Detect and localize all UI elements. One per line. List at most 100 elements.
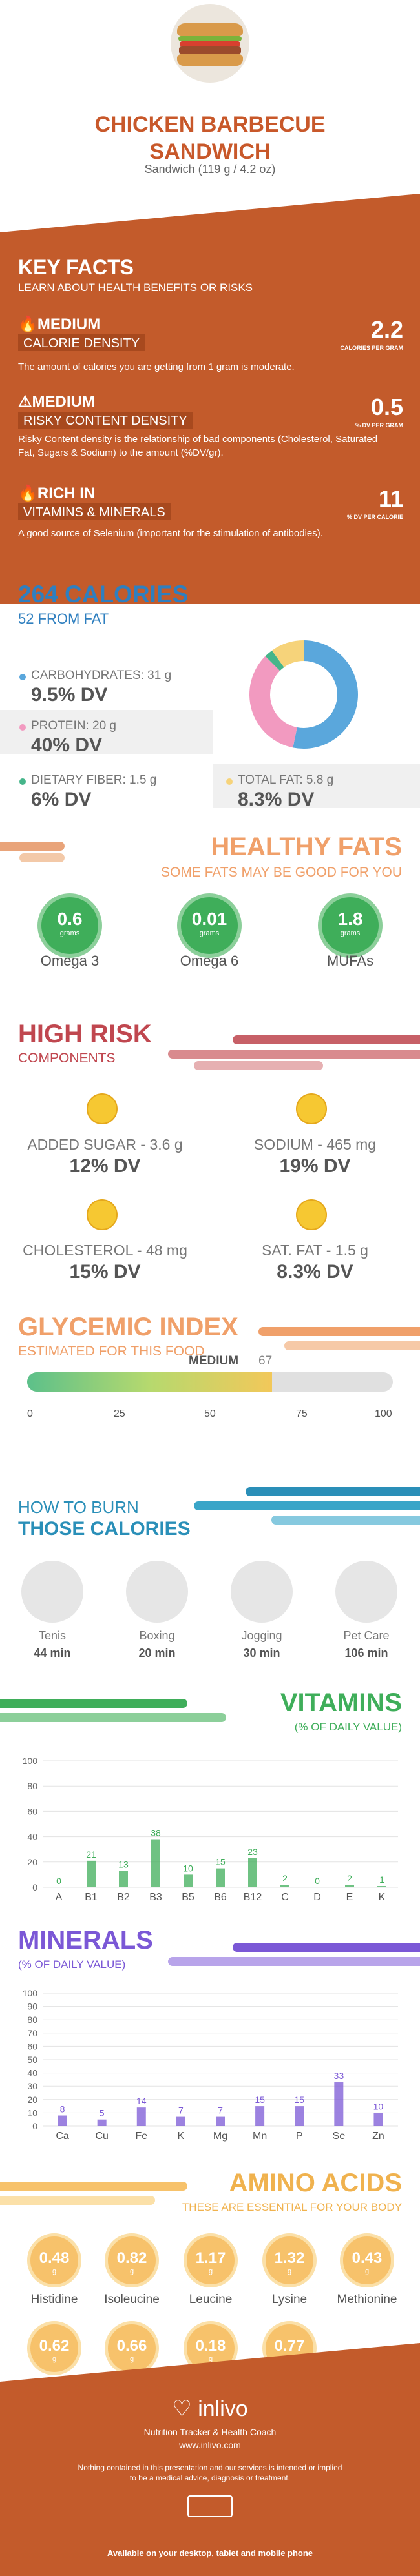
y-tick-label: 30	[27, 2081, 37, 2091]
x-tick-label: Cu	[95, 2131, 108, 2142]
bar-E	[345, 1885, 354, 1887]
bar-value-label: 5	[100, 2108, 105, 2118]
glycemic-tick: 25	[114, 1408, 125, 1419]
fact-value: 11	[378, 485, 403, 512]
fact-label: RISKY CONTENT DENSITY	[18, 412, 193, 429]
bar-B12	[248, 1858, 257, 1887]
x-tick-label: P	[296, 2131, 303, 2142]
dog-walking-icon	[335, 1561, 397, 1623]
y-tick-label: 20	[27, 2094, 37, 2105]
fact-value: 2.2	[370, 316, 403, 343]
bar-B1	[87, 1860, 96, 1887]
bar-B2	[119, 1871, 128, 1887]
serving-size: Sandwich (119 g / 4.2 oz)	[144, 163, 276, 176]
risk-dv: 15% DV	[69, 1261, 141, 1283]
legend-dot	[19, 778, 26, 785]
key-facts-title: KEY FACTS	[18, 256, 134, 279]
y-tick-label: 80	[27, 1781, 37, 1791]
glycemic-level: MEDIUM	[189, 1354, 239, 1368]
bar-value-label: 10	[183, 1863, 193, 1873]
amino-value: 0.66	[116, 2337, 147, 2355]
bar-value-label: 21	[86, 1849, 96, 1860]
vitamins-title: VITAMINS	[280, 1689, 402, 1717]
vitamins-chart: 0204060801000A21B113B238B310B515B623B122…	[23, 1756, 398, 1903]
decor-stripe	[0, 842, 65, 851]
decor-stripe	[271, 1516, 420, 1525]
fat-value: 0.6	[57, 909, 83, 929]
y-tick-label: 60	[27, 2041, 37, 2051]
healthy-fats-subtitle: SOME FATS MAY BE GOOD FOR YOU	[160, 865, 402, 880]
donut-slice-protein	[249, 656, 297, 748]
amino-title: AMINO ACIDS	[229, 2169, 402, 2197]
x-tick-label: B12	[244, 1892, 262, 1903]
smile-icon	[87, 1093, 118, 1124]
amino-circle: 0.66 g	[105, 2321, 159, 2375]
bar-Zn	[373, 2113, 383, 2126]
healthy-fats-title: HEALTHY FATS	[211, 833, 402, 861]
burn-label: Tenis	[38, 1629, 67, 1642]
calories-from-fat: 52 FROM FAT	[18, 611, 109, 627]
y-tick-label: 80	[27, 2014, 37, 2025]
brand-url[interactable]: www.inlivo.com	[179, 2440, 241, 2450]
x-tick-label: B6	[214, 1892, 227, 1903]
y-tick-label: 60	[27, 1806, 37, 1816]
fat-unit: grams	[59, 929, 80, 937]
bar-value-label: 0	[56, 1876, 61, 1886]
bar-value-label: 33	[334, 2071, 344, 2081]
decor-stripe	[0, 2196, 155, 2205]
y-tick-label: 40	[27, 2068, 37, 2078]
fat-label: Omega 3	[40, 953, 100, 969]
burn-time: 20 min	[138, 1647, 176, 1659]
burn-petcare: Pet Care 106 min	[324, 1561, 408, 1660]
bar-Mn	[255, 2106, 265, 2126]
risk-label: ADDED SUGAR - 3.6 g	[27, 1136, 183, 1153]
bar-Fe	[136, 2107, 146, 2126]
high-risk-subtitle: COMPONENTS	[18, 1051, 116, 1066]
decor-stripe	[0, 1713, 226, 1722]
key-facts-subtitle: LEARN ABOUT HEALTH BENEFITS OR RISKS	[18, 281, 253, 294]
header: CHICKEN BARBECUE SANDWICH Sandwich (119 …	[0, 0, 420, 176]
nutrient-dv: 40% DV	[31, 735, 103, 756]
disclaimer-line-2: to be a medical advice, diagnosis or tre…	[129, 2473, 291, 2482]
burn-label: Pet Care	[343, 1629, 390, 1642]
amino-unit: g	[52, 2355, 57, 2363]
glycemic-tick: 100	[375, 1408, 392, 1419]
amino-value: 0.48	[39, 2249, 70, 2267]
fat-value: 1.8	[337, 909, 363, 929]
nutrient-dv: 8.3% DV	[238, 789, 315, 810]
amino-value: 1.17	[195, 2249, 226, 2267]
risk-label: CHOLESTEROL - 48 mg	[23, 1242, 187, 1259]
fact-value: 0.5	[370, 394, 403, 420]
brand-tagline: Nutrition Tracker & Health Coach	[143, 2427, 277, 2437]
y-tick-label: 0	[32, 1882, 37, 1892]
burn-label: Jogging	[241, 1629, 282, 1642]
bar-value-label: 15	[294, 2094, 304, 2105]
amino-unit: g	[129, 2355, 134, 2363]
decor-stripe	[0, 2182, 187, 2191]
donut-slice-carbs	[293, 640, 359, 749]
x-tick-label: B2	[117, 1892, 130, 1903]
amino-value: 0.77	[274, 2337, 305, 2355]
bar-value-label: 2	[282, 1873, 288, 1883]
x-tick-label: C	[281, 1892, 289, 1903]
nutrient-fat: TOTAL FAT: 5.8 g 8.3% DV	[213, 764, 420, 810]
key-facts-section: KEY FACTS LEARN ABOUT HEALTH BENEFITS OR…	[0, 194, 420, 604]
amino-value: 0.62	[39, 2337, 70, 2355]
amino-circle: 0.43 g	[340, 2233, 394, 2287]
smile-icon	[87, 1199, 118, 1230]
decor-stripe	[168, 1957, 420, 1966]
y-tick-label: 40	[27, 1832, 37, 1842]
high-risk-title: HIGH RISK	[18, 1020, 152, 1048]
fact-unit: % DV PER GRAM	[355, 422, 403, 429]
x-tick-label: A	[56, 1892, 63, 1903]
bar-value-label: 8	[60, 2104, 65, 2115]
x-tick-label: Fe	[135, 2131, 147, 2142]
calories-title: 264 CALORIES	[18, 581, 189, 607]
y-tick-label: 100	[23, 1988, 38, 1998]
fact-label: VITAMINS & MINERALS	[18, 503, 171, 520]
decor-stripe	[0, 1699, 187, 1708]
fat-mufas: 1.8 grams	[318, 893, 383, 958]
nutrient-dv: 6% DV	[31, 789, 92, 810]
bar-value-label: 1	[379, 1874, 384, 1885]
x-tick-label: B5	[182, 1892, 194, 1903]
